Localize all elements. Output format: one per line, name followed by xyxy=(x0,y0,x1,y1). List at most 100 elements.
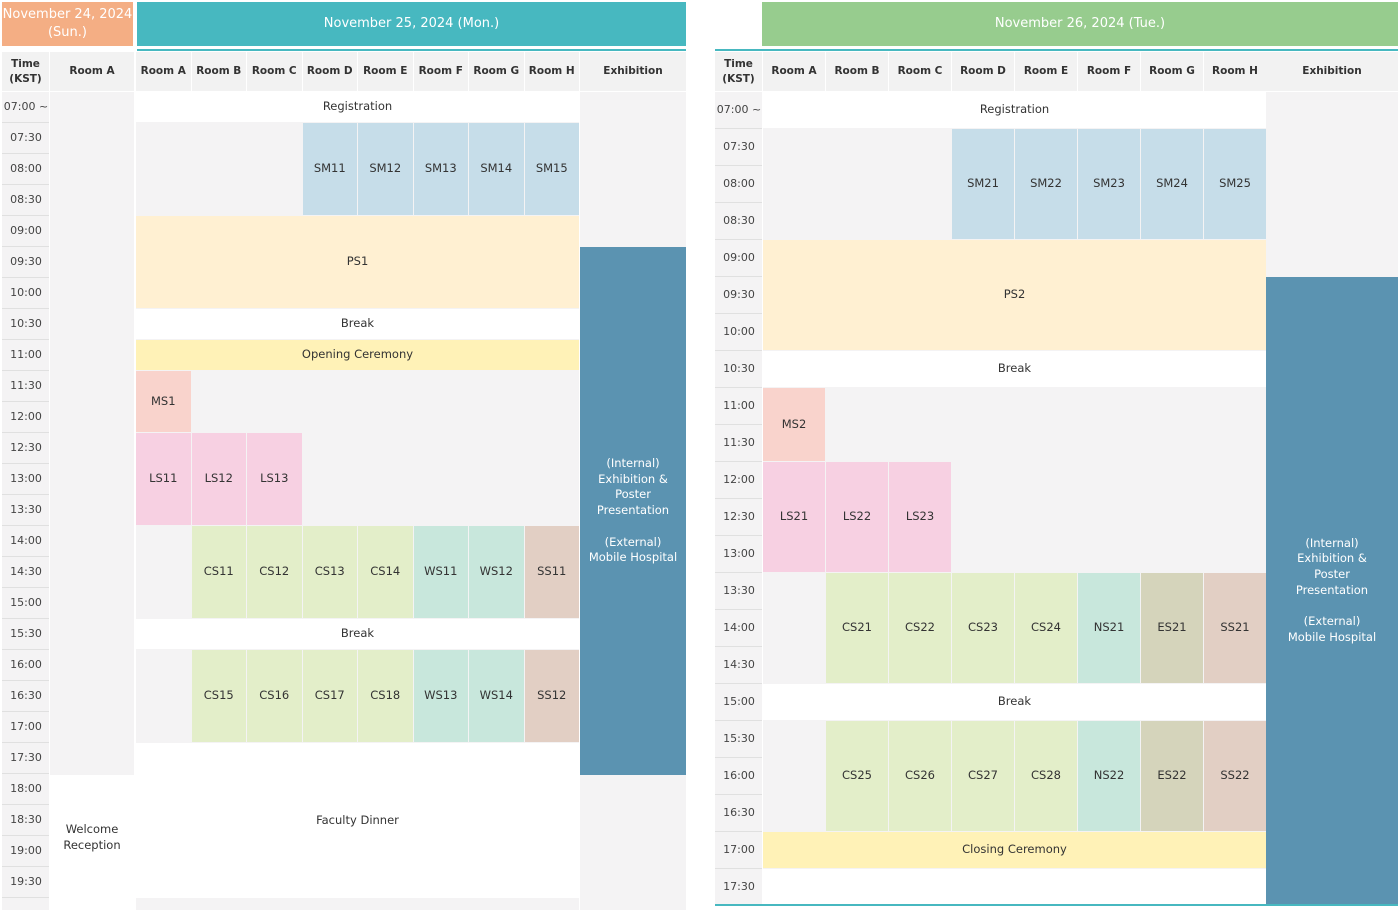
grid-line xyxy=(715,239,762,240)
tuesday-date-header: November 26, 2024 (Tue.) xyxy=(762,2,1398,46)
time-label: 16:30 xyxy=(10,689,42,702)
cs-session[interactable]: CS13 xyxy=(302,526,357,618)
cs-session[interactable]: CS14 xyxy=(358,526,413,618)
cs-session[interactable]: CS21 xyxy=(826,573,888,683)
cs-session[interactable]: CS25 xyxy=(826,721,888,831)
grid-line xyxy=(2,618,49,619)
cs-session[interactable]: CS27 xyxy=(952,721,1014,831)
sm-session[interactable]: SM24 xyxy=(1141,129,1203,239)
ws-session[interactable]: WS11 xyxy=(413,526,468,618)
cs-session[interactable]: CS16 xyxy=(247,650,302,742)
grid-line xyxy=(715,868,762,869)
cs-session[interactable]: CS26 xyxy=(889,721,951,831)
cs-session-label: CS11 xyxy=(203,564,234,579)
sm-session[interactable]: SM22 xyxy=(1015,129,1077,239)
grid-line xyxy=(715,49,1398,51)
mon-room-header: Room B xyxy=(191,52,246,91)
grid-line xyxy=(715,535,762,536)
cs-session[interactable]: CS24 xyxy=(1015,573,1077,683)
registration-row: Registration xyxy=(136,92,579,122)
grid-line xyxy=(2,897,49,898)
break-row-label: Break xyxy=(340,626,375,641)
time-label: 07:30 xyxy=(10,131,42,144)
sm-session[interactable]: SM11 xyxy=(302,123,357,215)
ss-session[interactable]: SS21 xyxy=(1204,573,1266,683)
sm-session[interactable]: SM13 xyxy=(413,123,468,215)
time-column-header-label: Time (KST) xyxy=(9,58,42,85)
time-label: 07:00 ~ xyxy=(3,100,49,113)
ps2-session[interactable]: PS2 xyxy=(763,240,1266,350)
ws-session[interactable]: WS12 xyxy=(469,526,524,618)
ws-session[interactable]: WS13 xyxy=(413,650,468,742)
ls-session[interactable]: LS23 xyxy=(889,462,951,572)
es-session[interactable]: ES22 xyxy=(1141,721,1203,831)
es-session[interactable]: ES21 xyxy=(1141,573,1203,683)
ps1-session-label: PS1 xyxy=(346,254,369,269)
cs-session-label: CS22 xyxy=(905,620,935,635)
tue-room-header: Room F xyxy=(1078,52,1140,91)
ls-session[interactable]: LS22 xyxy=(826,462,888,572)
cs-session[interactable]: CS18 xyxy=(358,650,413,742)
cs-session[interactable]: CS15 xyxy=(191,650,246,742)
cs-session-label: CS21 xyxy=(842,620,872,635)
opening-ceremony-label: Opening Ceremony xyxy=(301,347,414,362)
exhibition-block[interactable]: (Internal) Exhibition & Poster Presentat… xyxy=(580,247,686,775)
ls-session-label: LS23 xyxy=(905,509,935,524)
time-label: 13:00 xyxy=(10,472,42,485)
tue-room-header-label: Room C xyxy=(897,65,943,78)
sm-session[interactable]: SM12 xyxy=(358,123,413,215)
time-label: 07:00 ~ xyxy=(716,103,762,116)
ls-session[interactable]: LS12 xyxy=(191,433,246,525)
ms2-session[interactable]: MS2 xyxy=(763,388,825,461)
ms1-session[interactable]: MS1 xyxy=(136,371,191,432)
ss-session[interactable]: SS12 xyxy=(524,650,579,742)
cs-session[interactable]: CS23 xyxy=(952,573,1014,683)
cs-session[interactable]: CS11 xyxy=(191,526,246,618)
cs-session-label: CS24 xyxy=(1031,620,1061,635)
ls-session[interactable]: LS13 xyxy=(247,433,302,525)
ls-session[interactable]: LS21 xyxy=(763,462,825,572)
grid-line xyxy=(715,683,762,684)
sm-session[interactable]: SM15 xyxy=(524,123,579,215)
grid-line xyxy=(2,773,49,774)
time-label: 10:00 xyxy=(10,286,42,299)
ss-session[interactable]: SS22 xyxy=(1204,721,1266,831)
time-label: 15:30 xyxy=(10,627,42,640)
cs-session[interactable]: CS28 xyxy=(1015,721,1077,831)
grid-line xyxy=(2,804,49,805)
ss-session[interactable]: SS11 xyxy=(524,526,579,618)
cs-session-label: CS17 xyxy=(314,688,345,703)
grid-line xyxy=(2,835,49,836)
ls-session-label: LS11 xyxy=(149,471,178,486)
cs-session[interactable]: CS17 xyxy=(302,650,357,742)
sunday-date-header: November 24, 2024 (Sun.) xyxy=(2,2,133,46)
mon-room-header: Room F xyxy=(413,52,468,91)
cs-session[interactable]: CS12 xyxy=(247,526,302,618)
cs-session-label: CS12 xyxy=(259,564,290,579)
faculty-dinner[interactable]: Faculty Dinner xyxy=(136,743,579,898)
ms2-session-label: MS2 xyxy=(781,416,807,431)
closing-ceremony[interactable]: Closing Ceremony xyxy=(763,832,1266,868)
tue-room-header-label: Room G xyxy=(1149,65,1195,78)
opening-ceremony[interactable]: Opening Ceremony xyxy=(136,340,579,370)
exhibition-block[interactable]: (Internal) Exhibition & Poster Presentat… xyxy=(1266,277,1398,904)
sm-session[interactable]: SM14 xyxy=(469,123,524,215)
ps1-session[interactable]: PS1 xyxy=(136,216,579,308)
sm-session-label: SM12 xyxy=(369,161,402,176)
ss-session-label: SS12 xyxy=(537,688,567,703)
sm-session[interactable]: SM21 xyxy=(952,129,1014,239)
ms1-session-label: MS1 xyxy=(150,393,176,408)
ws-session[interactable]: WS14 xyxy=(469,650,524,742)
ns-session[interactable]: NS21 xyxy=(1078,573,1140,683)
sm-session[interactable]: SM25 xyxy=(1204,129,1266,239)
sunday-column xyxy=(50,92,134,775)
ls-session[interactable]: LS11 xyxy=(136,433,191,525)
time-label: 10:00 xyxy=(723,325,755,338)
ns-session[interactable]: NS22 xyxy=(1078,721,1140,831)
tue-room-header-label: Room B xyxy=(834,65,880,78)
faculty-dinner-label: Faculty Dinner xyxy=(316,812,399,827)
sm-session[interactable]: SM23 xyxy=(1078,129,1140,239)
exhibition-internal-label: (Internal) Exhibition & Poster Presentat… xyxy=(596,456,670,517)
cs-session[interactable]: CS22 xyxy=(889,573,951,683)
ns-session-label: NS21 xyxy=(1093,620,1125,635)
